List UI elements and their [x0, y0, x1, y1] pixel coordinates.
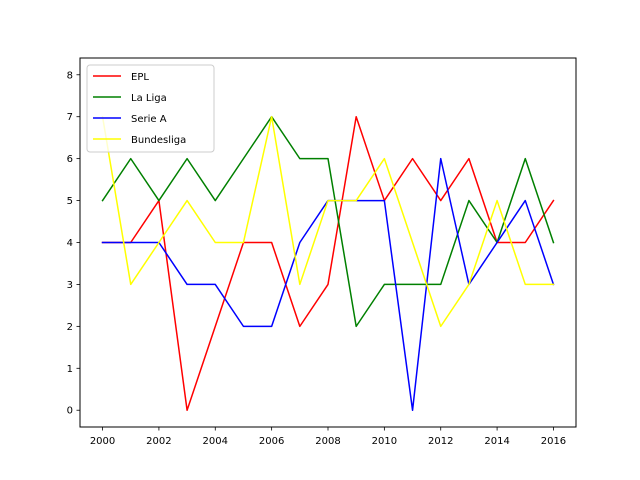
y-tick-label: 1 — [67, 364, 73, 375]
x-tick-label: 2000 — [90, 436, 115, 447]
series-line-la-liga — [101, 115, 555, 328]
x-tick-label: 2008 — [315, 436, 340, 447]
y-tick-label: 8 — [67, 70, 73, 81]
x-tick-label: 2012 — [428, 436, 453, 447]
y-axis: 0 1 2 3 4 5 6 7 8 — [67, 70, 80, 417]
y-tick-label: 7 — [67, 112, 73, 123]
legend-box — [86, 64, 215, 153]
x-tick-label: 2010 — [372, 436, 397, 447]
y-tick-label: 3 — [67, 280, 73, 291]
y-tick-label: 4 — [67, 238, 73, 249]
legend-label: Bundesliga — [131, 135, 186, 146]
legend: EPL La Liga Serie A Bundesliga — [86, 64, 215, 153]
x-tick-label: 2002 — [146, 436, 171, 447]
y-tick-label: 6 — [67, 154, 73, 165]
y-tick-label: 5 — [67, 196, 73, 207]
legend-label: EPL — [131, 72, 149, 83]
legend-label: La Liga — [131, 93, 167, 104]
y-tick-label: 0 — [67, 406, 73, 417]
series-line-epl — [101, 115, 555, 411]
legend-label: Serie A — [131, 114, 167, 125]
x-tick-label: 2006 — [259, 436, 284, 447]
series-layer — [101, 115, 555, 411]
x-tick-label: 2004 — [203, 436, 228, 447]
x-axis: 2000 2002 2004 2006 2008 2010 2012 2014 2016 — [90, 427, 566, 447]
x-tick-label: 2016 — [541, 436, 566, 447]
series-line-bundesliga — [101, 115, 555, 328]
y-tick-label: 2 — [67, 322, 73, 333]
x-tick-label: 2014 — [484, 436, 509, 447]
